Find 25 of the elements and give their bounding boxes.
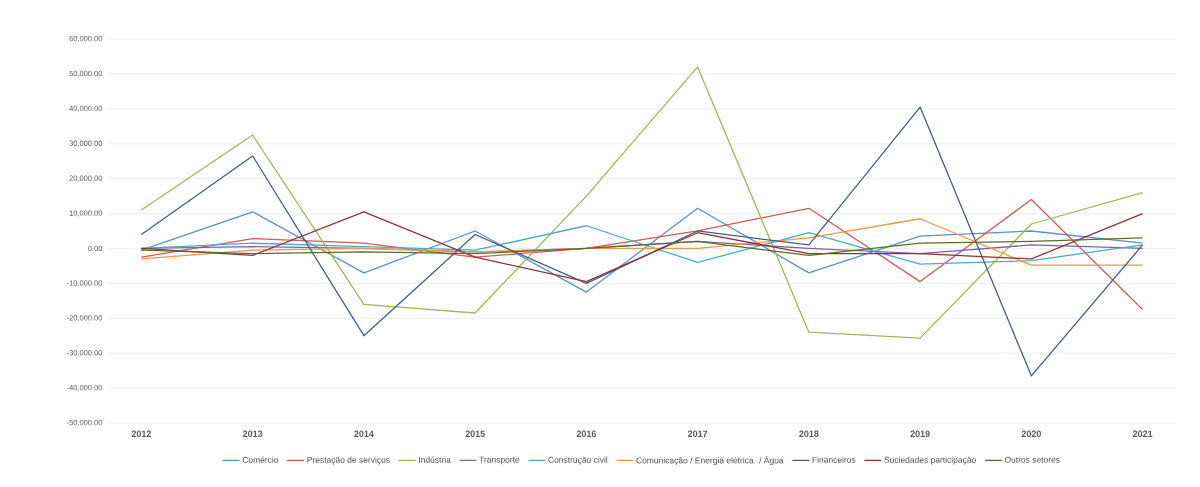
x-tick-label: 2019 <box>910 430 930 437</box>
x-tick-label: 2013 <box>242 430 263 437</box>
legend-label: Prestação de serviços <box>307 456 390 465</box>
legend-label: Outros setores <box>1004 456 1060 463</box>
x-tick-label: 2018 <box>799 430 819 437</box>
x-tick-label: 2012 <box>131 430 151 437</box>
x-tick-label: 2020 <box>1021 430 1041 437</box>
legend-label: Comércio <box>242 456 279 463</box>
line-series <box>140 66 1144 339</box>
legend-label: Transporte <box>479 456 520 465</box>
legend-label: Sociedades participação <box>884 456 976 465</box>
x-tick-label: 2016 <box>576 430 597 437</box>
line-series <box>140 207 1144 293</box>
x-tick-label: 2017 <box>687 430 708 437</box>
line-series <box>140 106 1144 377</box>
legend-label: Comunicação / Energia elétrica. / Água <box>636 455 784 466</box>
line-series <box>140 218 1144 266</box>
legend-label: Financeiros <box>812 456 856 463</box>
legend-label: Construção civil <box>548 456 608 465</box>
legend-label: Indústria <box>419 456 451 463</box>
line-series <box>140 211 1144 283</box>
x-tick-label: 2021 <box>1132 430 1153 437</box>
line-series <box>140 198 1144 311</box>
x-tick-label: 2015 <box>465 430 485 437</box>
x-tick-label: 2014 <box>354 430 374 437</box>
